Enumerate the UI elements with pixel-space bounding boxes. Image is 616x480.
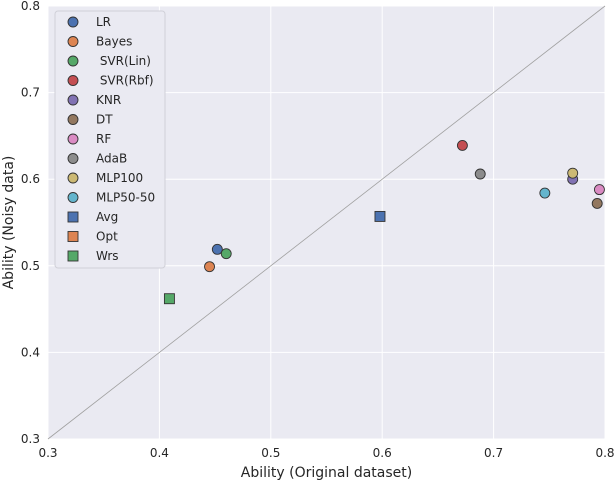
legend-label: MLP100 [96, 171, 143, 185]
data-points [163, 139, 605, 305]
x-axis-label: Ability (Original dataset) [241, 465, 412, 480]
y-tick-label: 0.5 [21, 259, 40, 273]
data-point-circle [591, 197, 603, 209]
legend-label: DT [96, 113, 113, 127]
x-tick-label: 0.7 [484, 446, 503, 460]
legend-label: SVR(Rbf) [96, 74, 154, 88]
legend-marker [67, 94, 79, 106]
data-point-square [163, 293, 175, 305]
data-point-circle [220, 248, 232, 260]
data-point-circle [204, 261, 215, 273]
legend-marker [67, 250, 79, 262]
data-point-circle [456, 139, 468, 151]
data-point-circle [211, 243, 223, 255]
x-tick-label: 0.6 [373, 446, 392, 460]
legend-label: RF [96, 132, 111, 146]
legend-label: Opt [96, 230, 118, 244]
legend-label: AdaB [96, 152, 127, 166]
legend-marker [67, 36, 79, 47]
x-tick-label: 0.4 [150, 446, 169, 460]
data-point-circle [567, 167, 579, 179]
legend-marker [67, 16, 79, 28]
x-tick-labels: 0.3 0.4 0.5 0.6 0.7 0.8 [38, 446, 614, 460]
y-tick-label: 0.3 [21, 432, 40, 446]
legend: LR Bayes SVR(Lin) SVR(Rbf) KNR DT RF AdaB MLP1… [54, 10, 166, 269]
data-point-circle [474, 168, 486, 180]
data-point-square [374, 210, 386, 222]
legend-marker [67, 55, 79, 67]
legend-marker [67, 114, 79, 125]
legend-marker [67, 153, 79, 164]
legend-marker [67, 192, 79, 203]
legend-label: Avg [96, 210, 118, 224]
y-tick-label: 0.8 [21, 0, 40, 13]
y-tick-label: 0.7 [21, 86, 40, 100]
y-tick-label: 0.6 [21, 172, 40, 186]
legend-marker [67, 133, 79, 145]
legend-marker [67, 75, 79, 86]
legend-label: Wrs [96, 249, 119, 263]
y-axis-label: Ability (Noisy data) [1, 156, 17, 290]
legend-marker [67, 172, 79, 184]
y-tick-labels: 0.3 0.4 0.5 0.6 0.7 0.8 [21, 0, 40, 446]
data-point-circle [539, 187, 551, 199]
legend-label: LR [96, 15, 111, 29]
x-tick-label: 0.5 [261, 446, 280, 460]
legend-label: Bayes [96, 35, 132, 49]
legend-marker [67, 231, 79, 242]
legend-label: SVR(Lin) [96, 54, 151, 68]
legend-box [54, 10, 166, 269]
diagonal-reference-line [47, 5, 606, 440]
legend-label: MLP50-50 [96, 191, 155, 205]
x-tick-label: 0.8 [595, 446, 614, 460]
legend-marker [67, 211, 79, 223]
data-point-circle [593, 184, 605, 196]
x-tick-label: 0.3 [38, 446, 57, 460]
y-tick-label: 0.4 [21, 345, 40, 359]
legend-label: KNR [96, 93, 121, 107]
